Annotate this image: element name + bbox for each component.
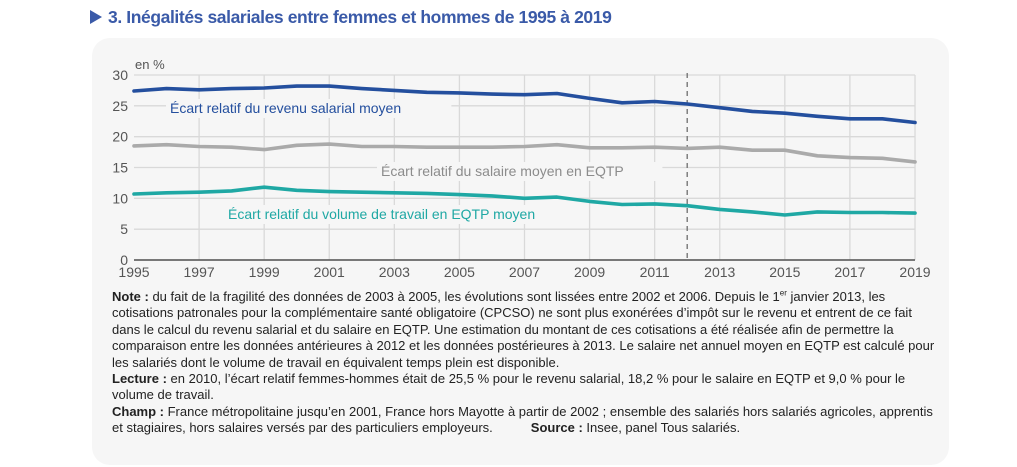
series-lines: [132, 84, 917, 217]
axes: 0 5 10 15 20 25 30 1995 1997 1999 2001 2003 2005 2007…: [112, 67, 930, 280]
y-tick-label: 10: [112, 190, 128, 206]
y-tick-label: 30: [112, 67, 128, 83]
series-label-background: [224, 205, 583, 224]
notes-block: Note : du fait de la fragilité des donné…: [112, 289, 942, 437]
lecture-text: en 2010, l’écart relatif femmes-hommes é…: [112, 371, 906, 403]
champ-paragraph: Champ : France métropolitaine jusqu’en 2…: [112, 404, 942, 437]
x-tick-label: 2001: [314, 264, 345, 280]
champ-label: Champ :: [112, 403, 164, 419]
x-tick-label: 2017: [834, 264, 865, 280]
note-paragraph: Note : du fait de la fragilité des donné…: [112, 289, 942, 371]
series-label-2: Écart relatif du salaire moyen en EQTP: [381, 163, 624, 179]
chart-title-text: 3. Inégalités salariales entre femmes et…: [108, 7, 612, 27]
note-text: du fait de la fragilité des données de 2…: [148, 289, 780, 304]
source-label: Source :: [530, 420, 583, 436]
x-tick-label: 1995: [118, 264, 149, 280]
source: Source : Insee, panel Tous salariés.: [531, 420, 740, 435]
note-text-continued: janvier 2013, les cotisations patronales…: [112, 289, 935, 370]
x-tick-label: 1999: [249, 264, 280, 280]
champ-text: France métropolitaine jusqu’en 2001, Fra…: [112, 403, 933, 436]
lecture-paragraph: Lecture : en 2010, l’écart relatif femme…: [112, 371, 942, 404]
lecture-label: Lecture :: [112, 371, 167, 387]
x-tick-label: 2011: [640, 264, 670, 280]
y-tick-label: 15: [112, 160, 128, 176]
x-tick-label: 2013: [704, 264, 735, 280]
y-tick-label: 5: [120, 221, 128, 237]
x-tick-label: 2015: [769, 264, 800, 280]
y-tick-label: 20: [112, 129, 128, 145]
series-labels: Écart relatif du revenu salarial moyen Éc…: [166, 99, 663, 224]
note-superscript: er: [779, 288, 787, 298]
series-label-background: [377, 162, 663, 181]
x-tick-label: 2009: [574, 264, 605, 280]
x-tick-label: 2019: [899, 264, 930, 280]
y-tick-label: 25: [112, 98, 128, 114]
series-label-3: Écart relatif du volume de travail en EQ…: [228, 206, 535, 222]
series-label-1: Écart relatif du revenu salarial moyen: [170, 100, 401, 116]
y-tick-label: 0: [120, 252, 128, 268]
triangle-bullet-icon: [90, 10, 102, 24]
x-tick-label: 1997: [184, 264, 215, 280]
y-axis-label: en %: [135, 57, 165, 72]
chart-title: 3. Inégalités salariales entre femmes et…: [90, 7, 612, 28]
x-tick-label: 2005: [444, 264, 475, 280]
x-tick-label: 2003: [379, 264, 410, 280]
source-text: Insee, panel Tous salariés.: [582, 420, 741, 436]
note-label: Note :: [112, 289, 149, 304]
x-tick-label: 2007: [509, 264, 540, 280]
series-label-background: [166, 99, 452, 118]
